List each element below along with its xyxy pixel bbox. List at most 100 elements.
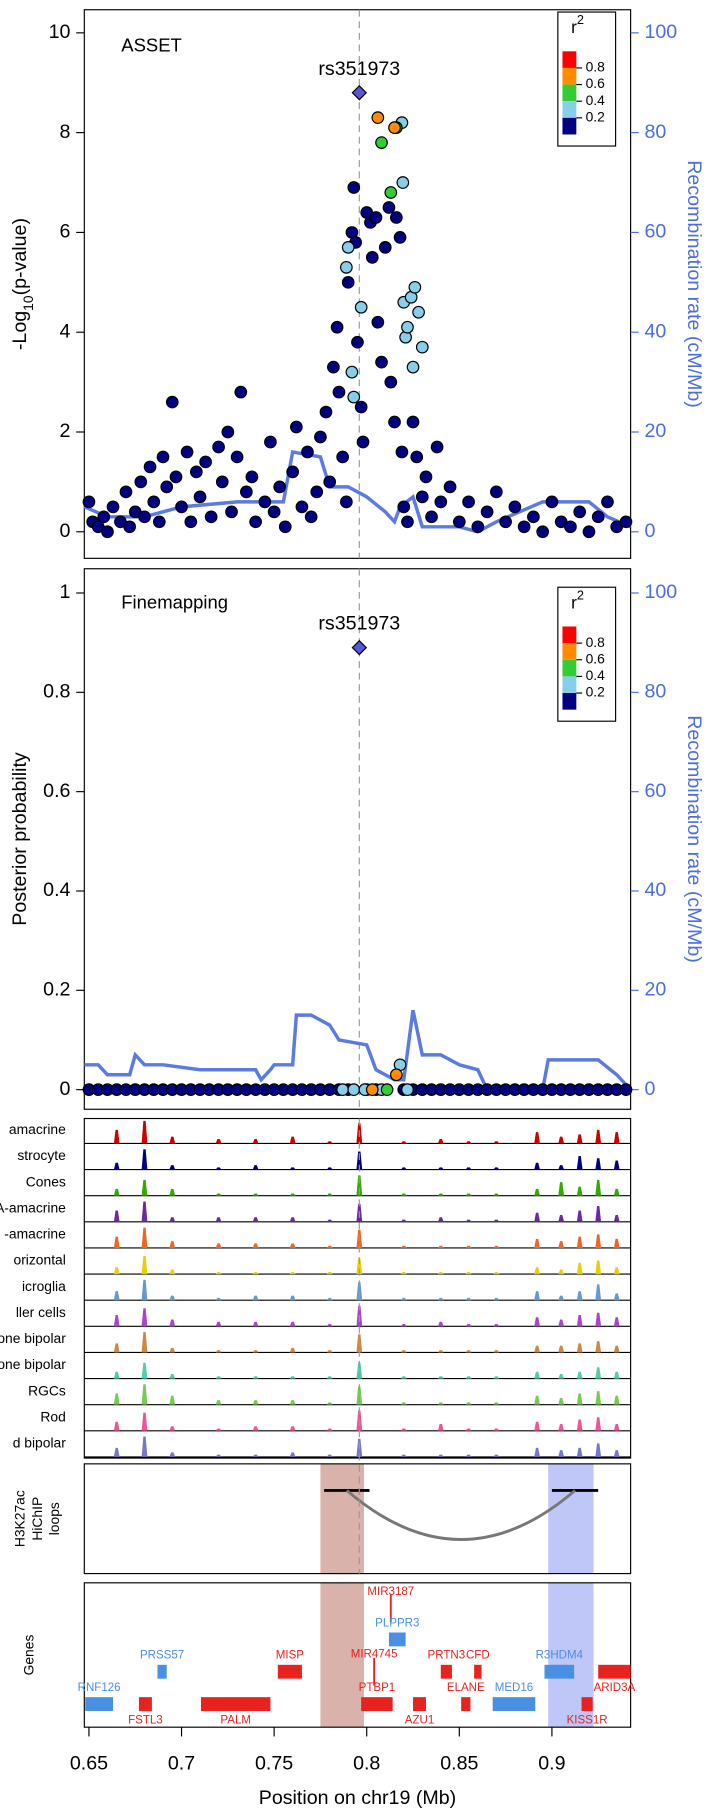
accessibility-peak — [437, 1193, 444, 1196]
loops-label: HiChIP — [29, 1497, 45, 1541]
x-axis-label: Position on chr19 (Mb) — [259, 1787, 456, 1809]
snp-point — [286, 465, 300, 479]
snp-point — [156, 450, 170, 464]
snp-point — [388, 415, 401, 429]
accessibility-peak — [465, 1454, 472, 1457]
accessibility-peak — [558, 1345, 565, 1353]
accessibility-peak — [493, 1193, 500, 1196]
snp-point — [258, 495, 272, 509]
accessibility-peak — [169, 1217, 176, 1222]
snp-point — [152, 515, 166, 529]
y-axis-label-part: (p-value) — [9, 218, 31, 295]
accessibility-peak — [215, 1376, 222, 1379]
accessibility-peak — [215, 1193, 222, 1196]
legend-tick-label: 0.4 — [586, 667, 606, 683]
highlight-region — [320, 1582, 364, 1728]
accessibility-peak — [141, 1179, 148, 1196]
track-name: cone bipolar — [0, 1330, 66, 1346]
snp-point — [393, 231, 407, 244]
y2-tick-label: 60 — [644, 221, 666, 243]
gene — [85, 1697, 114, 1712]
accessibility-peak — [576, 1393, 583, 1405]
gene-label: PRSS57 — [140, 1650, 184, 1662]
legend-tick-label: 0.4 — [586, 92, 606, 108]
legend-tick-label: 0.2 — [586, 684, 605, 700]
gene — [157, 1664, 167, 1679]
track-name: cone bipolar — [0, 1356, 66, 1372]
snp-point — [341, 275, 355, 289]
accessibility-peak — [400, 1402, 407, 1405]
snp-point — [341, 241, 355, 254]
accessibility-peak — [289, 1376, 296, 1379]
legend-title: r2 — [571, 589, 584, 612]
gene-label: PALM — [220, 1714, 251, 1726]
gene-label: PTBP1 — [359, 1682, 396, 1694]
snp-point — [319, 405, 333, 419]
accessibility-peak — [400, 1141, 407, 1144]
snp-point — [462, 495, 475, 509]
accessibility-peak — [595, 1158, 602, 1170]
track-name: A-amacrine — [0, 1199, 66, 1215]
snp-point — [143, 460, 157, 474]
snp-point — [160, 480, 174, 494]
accessibility-peak — [558, 1295, 565, 1301]
accessibility-peak — [493, 1428, 500, 1431]
snp-point — [249, 515, 262, 529]
snp-point — [564, 520, 577, 534]
accessibility-peak — [289, 1321, 296, 1327]
tracks-frame — [83, 1117, 632, 1459]
accessibility-peak — [613, 1317, 620, 1327]
snp-point — [425, 510, 438, 524]
snp-point — [375, 355, 388, 369]
accessibility-peak — [493, 1271, 500, 1275]
accessibility-peak — [141, 1201, 148, 1222]
accessibility-peak — [534, 1317, 540, 1327]
snp-point — [221, 425, 235, 439]
snp-point — [371, 315, 385, 329]
accessibility-peak — [576, 1314, 583, 1327]
accessibility-peak — [465, 1245, 472, 1248]
y-tick-label: 10 — [49, 21, 71, 43]
snp-point — [508, 500, 522, 514]
accessibility-peak — [252, 1193, 259, 1196]
accessibility-peak — [252, 1138, 259, 1144]
gene-label: MIR4745 — [351, 1648, 398, 1660]
legend-swatch — [562, 693, 577, 710]
accessibility-peak — [113, 1393, 120, 1405]
track-name: RGCs — [28, 1382, 66, 1398]
accessibility-peak — [595, 1443, 602, 1457]
accessibility-peak — [534, 1162, 540, 1170]
snp-point — [408, 280, 422, 294]
snp-point — [267, 505, 281, 519]
accessibility-peak — [558, 1136, 565, 1144]
snp-point — [601, 495, 614, 509]
accessibility-peak — [113, 1291, 120, 1301]
snp-point — [591, 510, 605, 524]
accessibility-peak — [215, 1138, 222, 1144]
accessibility-peak — [558, 1182, 565, 1196]
legend-swatch — [562, 676, 577, 694]
y2-tick-label: 80 — [644, 121, 666, 143]
snp-point — [240, 485, 253, 499]
genes-frame — [83, 1582, 632, 1728]
snp-point — [340, 495, 353, 509]
accessibility-peak — [465, 1271, 472, 1275]
snp-point — [619, 1083, 633, 1096]
snp-point — [97, 510, 111, 524]
accessibility-peak — [289, 1452, 296, 1457]
gene — [581, 1697, 593, 1712]
accessibility-peak — [493, 1219, 500, 1222]
snp-point — [345, 365, 359, 379]
accessibility-peak — [356, 1282, 363, 1301]
snp-point — [356, 435, 370, 449]
lead-snp — [351, 639, 368, 656]
accessibility-peak — [493, 1454, 500, 1457]
legend-swatch — [562, 67, 577, 85]
snp-point — [582, 525, 596, 539]
accessibility-peak — [613, 1395, 620, 1405]
x-tick-label: 0.9 — [538, 1752, 565, 1774]
accessibility-peak — [437, 1297, 444, 1301]
accessibility-peak — [289, 1193, 296, 1196]
accessibility-peak — [113, 1236, 120, 1248]
